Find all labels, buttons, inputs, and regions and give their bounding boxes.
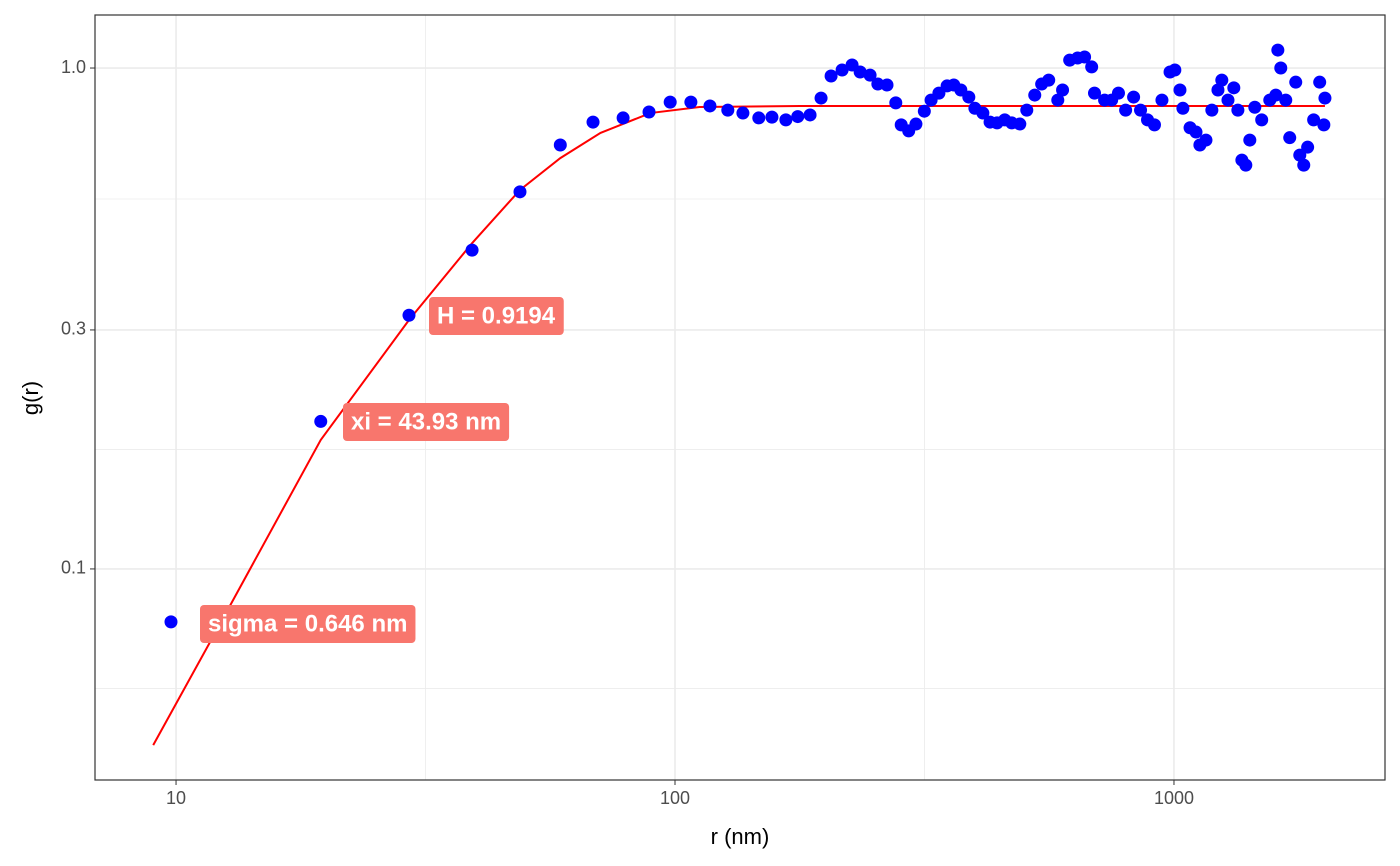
x-tick-label: 10 [166, 788, 186, 808]
point [1020, 103, 1034, 117]
point [1221, 93, 1235, 107]
point [779, 113, 793, 127]
point [703, 99, 717, 113]
point [1205, 103, 1219, 117]
point [1301, 140, 1315, 154]
point [1248, 100, 1262, 114]
point [1127, 90, 1141, 104]
point [1013, 117, 1027, 131]
point [1274, 61, 1288, 75]
annotation: sigma = 0.646 nm [200, 605, 416, 643]
point [684, 95, 698, 109]
y-tick-label: 0.3 [61, 319, 86, 339]
x-axis-title: r (nm) [711, 824, 770, 849]
point [1227, 81, 1241, 95]
point [1283, 131, 1297, 145]
point [1147, 118, 1161, 132]
point [402, 308, 416, 322]
point [1189, 125, 1203, 139]
point [917, 104, 931, 118]
point [1211, 83, 1225, 97]
annotation-box [343, 403, 510, 441]
point [1085, 60, 1099, 74]
point [1088, 86, 1102, 100]
annotation-text: sigma = 0.646 nm [208, 610, 407, 637]
point [765, 110, 779, 124]
point [880, 78, 894, 92]
point [721, 103, 735, 117]
panel-border [94, 14, 1386, 781]
point [1173, 83, 1187, 97]
point [889, 96, 903, 110]
point [1056, 83, 1070, 97]
x-tick-label: 100 [660, 788, 690, 808]
annotation: xi = 43.93 nm [343, 403, 510, 441]
y-axis-title: g(r) [18, 381, 43, 415]
point [791, 110, 805, 124]
annotation-box [429, 297, 564, 335]
point [962, 90, 976, 104]
y-tick-label: 0.1 [61, 558, 86, 578]
point [1297, 158, 1311, 172]
point [663, 95, 677, 109]
point [1028, 88, 1042, 102]
point [1231, 103, 1245, 117]
point [513, 185, 527, 199]
point [553, 138, 567, 152]
point [1155, 93, 1169, 107]
point [1168, 63, 1182, 77]
point [736, 106, 750, 120]
point [314, 414, 328, 428]
point [1051, 93, 1065, 107]
point [1215, 73, 1229, 87]
point [976, 106, 990, 120]
point [863, 68, 877, 82]
point [853, 65, 867, 79]
point [1271, 43, 1285, 57]
point [1269, 88, 1283, 102]
point [1134, 103, 1148, 117]
point [465, 243, 479, 257]
point [1119, 103, 1133, 117]
point [642, 105, 656, 119]
x-tick-label: 1000 [1154, 788, 1194, 808]
point [586, 115, 600, 129]
point [803, 108, 817, 122]
y-tick-label: 1.0 [61, 57, 86, 77]
point [1199, 133, 1213, 147]
annotation-box [200, 605, 416, 643]
point [1042, 73, 1056, 87]
point [752, 111, 766, 125]
point [1279, 93, 1293, 107]
point [909, 117, 923, 131]
point [1307, 113, 1321, 127]
marks [152, 43, 1332, 746]
point [1313, 75, 1327, 89]
annotation: H = 0.9194 [429, 297, 564, 335]
annotation-text: H = 0.9194 [437, 302, 556, 329]
point [1318, 91, 1332, 105]
point [814, 91, 828, 105]
point [1176, 101, 1190, 115]
point [1255, 113, 1269, 127]
point [164, 615, 178, 629]
point [1239, 158, 1253, 172]
point [1078, 50, 1092, 64]
point [1317, 118, 1331, 132]
point [1289, 75, 1303, 89]
point [1293, 148, 1307, 162]
point [835, 63, 849, 77]
point [1243, 133, 1257, 147]
point [616, 111, 630, 125]
annotation-text: xi = 43.93 nm [351, 408, 501, 435]
point [1111, 86, 1125, 100]
point [824, 69, 838, 83]
